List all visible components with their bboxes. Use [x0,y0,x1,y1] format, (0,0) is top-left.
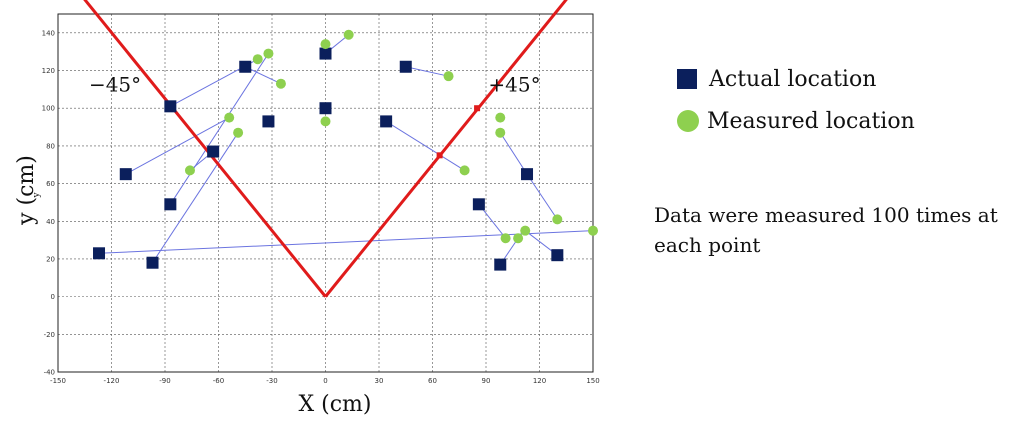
measured-location-point [275,78,286,89]
actual-location-point [399,60,412,73]
angle-lines: −45° +45° [83,0,568,298]
x-tick-label: -60 [213,377,224,385]
actual-location-point [262,115,275,128]
angle-line [324,0,568,298]
legend-item-actual: Actual location [677,58,915,100]
connector-line [125,117,230,175]
actual-location-point [319,102,332,115]
connector-line [152,132,239,263]
angle-line [83,0,327,298]
x-tick-label: -30 [266,377,277,385]
y-tick-label: 0 [51,293,55,301]
y-tick-label: 100 [42,105,55,113]
scatter-plot: -150 -120 -90 -60 -30 0 30 60 90 120 150 -40 -20 0 20… [14,0,600,417]
measured-location-point [443,71,454,82]
actual-location-point [164,198,177,211]
measured-location-point [513,233,524,244]
x-tick-label: 0 [323,377,327,385]
legend-item-measured: Measured location [677,100,915,142]
measured-location-point [343,29,354,40]
actual-location-point [146,256,159,269]
x-tick-label: -90 [159,377,170,385]
measured-location-point [263,48,274,59]
measured-location-point [552,214,563,225]
x-tick-label: -120 [104,377,120,385]
measured-location-point [233,127,244,138]
measured-location-point [495,127,506,138]
connector-line [169,53,269,205]
measured-location-point [224,112,235,123]
measurement-note: Data were measured 100 times at each poi… [654,203,998,257]
actual-location-markers [93,47,564,271]
x-tick-label: 120 [533,377,546,385]
y-tick-label: 40 [46,218,55,226]
measured-location-point [500,233,511,244]
measured-location-point [184,165,195,176]
angle-line-marker [474,105,481,112]
actual-location-point [472,198,485,211]
y-axis-label: y (cm) [14,155,39,226]
actual-location-point [93,247,106,260]
x-axis-label: X (cm) [298,392,371,417]
actual-location-point [319,47,332,60]
y-axis-label-text: y (cm) [14,155,39,226]
y-tick-label: 80 [46,142,55,150]
connector-line [405,66,449,77]
connector-line [499,132,528,175]
actual-location-point [494,258,507,271]
connector-line [98,230,594,254]
circle-marker-icon [677,110,699,132]
x-tick-label: -150 [50,377,66,385]
angle-line-marker [436,152,443,159]
y-tick-label: 120 [42,67,55,75]
actual-location-point [207,145,220,158]
measured-location-point [520,225,531,236]
actual-location-point [380,115,393,128]
y-tick-label: 60 [46,180,55,188]
y-tick-label: -40 [44,369,55,377]
measured-location-point [459,165,470,176]
actual-location-point [119,168,132,181]
measured-location-point [320,116,331,127]
x-tick-label: 30 [375,377,384,385]
y-tick-labels: -40 -20 0 20 40 60 80 100 120 140 [42,29,55,376]
x-tick-label: 60 [428,377,437,385]
y-axis-label-subscript: y [32,192,42,199]
measured-location-markers [184,29,598,244]
legend-label-measured: Measured location [707,108,915,134]
actual-location-point [164,100,177,113]
measured-location-point [588,225,598,236]
actual-location-point [521,168,534,181]
actual-location-point [551,249,564,262]
x-tick-labels: -150 -120 -90 -60 -30 0 30 60 90 120 150 [50,377,600,385]
legend: Actual location Measured location [677,58,915,142]
y-tick-label: 20 [46,255,55,263]
angle-label: −45° [89,72,141,96]
measured-location-point [252,54,263,65]
plot-frame [57,13,594,373]
y-tick-label: -20 [44,331,55,339]
legend-label-actual: Actual location [709,66,877,92]
measured-location-point [495,112,506,123]
connector-line [526,173,558,220]
x-tick-label: 90 [482,377,491,385]
actual-location-point [239,60,252,73]
y-tick-label: 140 [42,29,55,37]
x-tick-label: 150 [586,377,599,385]
measured-location-point [320,39,331,50]
angle-label: +45° [488,72,540,96]
connector-lines [98,34,594,265]
connector-line [385,120,465,171]
square-marker-icon [677,69,697,89]
